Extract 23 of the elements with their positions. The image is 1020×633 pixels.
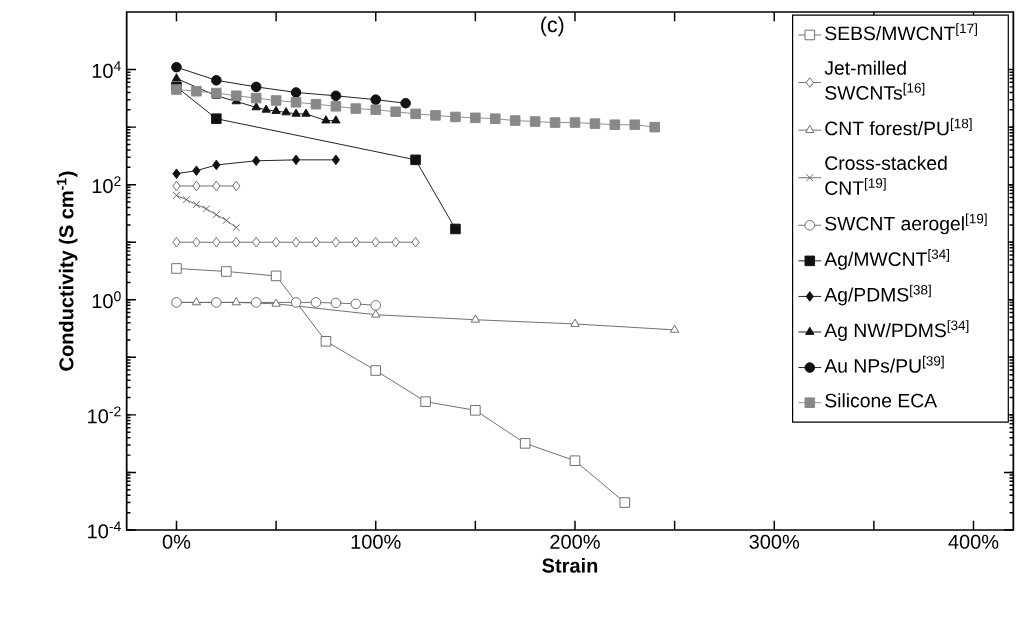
y-axis-title: Conductivity (S cm$^{-1}$) xyxy=(56,171,78,371)
legend-label: Ag NW/PDMS$^{[34]}$ xyxy=(824,320,969,341)
chart-title: (c) xyxy=(541,16,564,37)
legend-label: SWCNT aerogel$^{[19]}$ xyxy=(825,213,987,235)
x-tick-label: 0% xyxy=(162,534,191,549)
y-tick-label: 10$^{-4}$ xyxy=(88,521,121,539)
legend-label: Jet-milled SWCNTs$^{[16]}$ xyxy=(824,60,925,100)
x-tick-label: 200% xyxy=(550,534,600,549)
y-tick-label: 10$^{-2}$ xyxy=(88,406,121,424)
legend-label: Ag/MWCNT$^{[34]}$ xyxy=(824,248,950,270)
legend-label: Cross-stacked CNT$^{[19]}$ xyxy=(825,155,947,195)
x-tick-label: 300% xyxy=(749,534,800,549)
legend-label: Silicone ECA xyxy=(825,393,938,408)
legend-label: CNT forest/PU$^{[18]}$ xyxy=(825,118,972,136)
x-tick-label: 100% xyxy=(351,534,401,549)
y-tick-label: 10$^{0}$ xyxy=(92,291,121,309)
legend-label: Au NPs/PU$^{[39]}$ xyxy=(824,355,944,373)
y-tick-label: 10$^{2}$ xyxy=(92,176,121,193)
legend-label: Ag/PDMS$^{[38]}$ xyxy=(824,284,931,306)
legend-label: SEBS/MWCNT$^{[17]}$ xyxy=(825,23,977,41)
x-axis-title: Strain xyxy=(542,557,598,573)
x-tick-label: 400% xyxy=(948,534,999,549)
y-tick-label: 10$^{4}$ xyxy=(92,61,121,78)
